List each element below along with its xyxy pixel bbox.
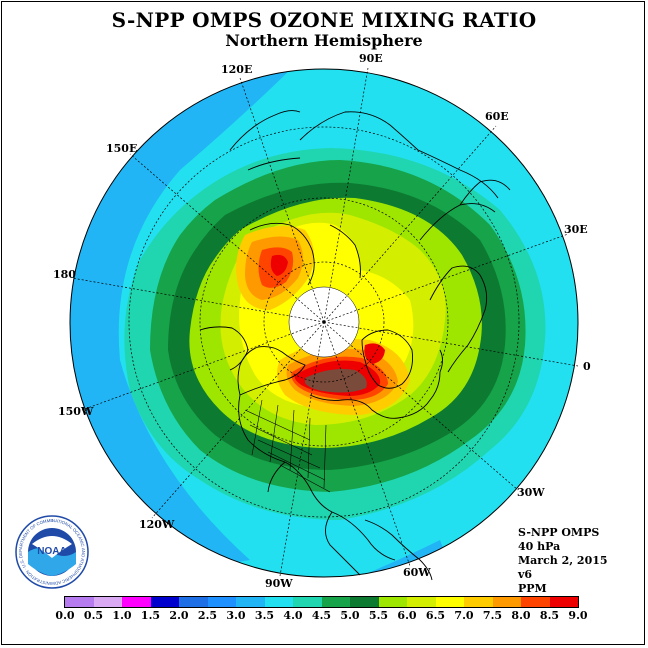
- info-units: PPM: [518, 582, 547, 595]
- lon-label-120e: 120E: [221, 63, 253, 76]
- colorbar-cell: [122, 597, 151, 607]
- map-boundary: [69, 68, 579, 578]
- colorbar-cell: [293, 597, 322, 607]
- map-title: S-NPP OMPS OZONE MIXING RATIO: [111, 8, 537, 32]
- colorbar-tick-label: 4.0: [283, 609, 303, 622]
- colorbar-cell: [65, 597, 94, 607]
- colorbar-tick-label: 3.0: [226, 609, 246, 622]
- map-subtitle: Northern Hemisphere: [225, 31, 423, 50]
- noaa-logo-text: NOAA: [37, 546, 66, 557]
- colorbar-cell: [350, 597, 379, 607]
- colorbar-tick-label: 1.0: [112, 609, 132, 622]
- colorbar-tick-label: 4.5: [311, 609, 332, 622]
- colorbar-cell: [378, 597, 407, 607]
- lon-label-180: 180: [53, 268, 76, 281]
- colorbar-cell: [93, 597, 122, 607]
- lon-label-60e: 60E: [485, 110, 509, 123]
- coastlines: [199, 110, 511, 581]
- us-state-borders: [244, 399, 331, 493]
- ozone-band-3p0: [70, 69, 300, 577]
- info-version: v6: [518, 568, 533, 581]
- info-block: S-NPP OMPS 40 hPa March 2, 2015 v6 PPM: [518, 526, 608, 596]
- colorbar-tick-label: 5.0: [340, 609, 360, 622]
- info-instrument: S-NPP OMPS: [518, 526, 600, 539]
- lon-label-30w: 30W: [517, 486, 545, 499]
- colorbar-cell: [549, 597, 578, 607]
- info-level: 40 hPa: [518, 540, 561, 553]
- lon-label-90w: 90W: [265, 577, 293, 590]
- colorbar-tick-label: 6.5: [425, 609, 446, 622]
- ozone-band-8p5-siberia: [270, 254, 288, 276]
- lon-label-120w: 120W: [139, 518, 175, 531]
- colorbar-tick-label: 8.5: [539, 609, 560, 622]
- colorbar-tick-label: 0.5: [83, 609, 104, 622]
- colorbar-tick-label: 7.5: [482, 609, 503, 622]
- colorbar-tick-label: 7.0: [454, 609, 474, 622]
- colorbar: [64, 596, 579, 608]
- lon-label-60w: 60W: [403, 566, 431, 579]
- colorbar-cell: [207, 597, 236, 607]
- colorbar-cell: [236, 597, 265, 607]
- colorbar-tick-label: 9.0: [568, 609, 588, 622]
- ozone-band-3p0-south: [320, 540, 460, 577]
- lon-label-150w: 150W: [58, 405, 94, 418]
- colorbar-cell: [435, 597, 464, 607]
- ozone-band-9p0-hudson-bay: [305, 369, 367, 393]
- colorbar-cell: [407, 597, 436, 607]
- colorbar-tick-label: 2.5: [197, 609, 218, 622]
- colorbar-tick-label: 0.0: [55, 609, 75, 622]
- info-date: March 2, 2015: [518, 554, 608, 567]
- noaa-logo: NOAA NATIONAL OCEANIC AND ATMOSPHERIC AD…: [14, 514, 89, 589]
- lon-label-30e: 30E: [564, 223, 588, 236]
- colorbar-cell: [492, 597, 521, 607]
- graticule: [71, 67, 579, 577]
- colorbar-cell: [521, 597, 550, 607]
- lon-label-0: 0: [583, 360, 591, 373]
- colorbar-tick-label: 2.0: [169, 609, 189, 622]
- colorbar-cell: [321, 597, 350, 607]
- colorbar-tick-label: 8.0: [511, 609, 531, 622]
- colorbar-ticks: 0.0 0.5 1.0 1.5 2.0 2.5 3.0 3.5 4.0 4.5 5.0 5.5 6.0 6…: [0, 609, 648, 623]
- colorbar-tick-label: 6.0: [397, 609, 417, 622]
- lon-label-150e: 150E: [106, 142, 138, 155]
- lon-label-90e: 90E: [359, 52, 383, 65]
- colorbar-tick-label: 1.5: [140, 609, 161, 622]
- colorbar-tick-label: 5.5: [368, 609, 389, 622]
- colorbar-cell: [264, 597, 293, 607]
- colorbar-cell: [150, 597, 179, 607]
- colorbar-cell: [179, 597, 208, 607]
- colorbar-cell: [464, 597, 493, 607]
- colorbar-tick-label: 3.5: [254, 609, 275, 622]
